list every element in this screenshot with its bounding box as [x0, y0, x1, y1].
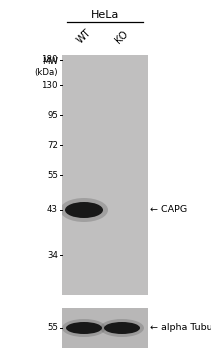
Text: HeLa: HeLa: [91, 10, 119, 20]
Text: 180: 180: [42, 56, 58, 64]
Ellipse shape: [60, 198, 108, 222]
Text: 95: 95: [47, 110, 58, 120]
Text: ← alpha Tubulin: ← alpha Tubulin: [150, 324, 211, 332]
Text: 34: 34: [47, 251, 58, 259]
Text: KO: KO: [114, 28, 130, 45]
Text: 130: 130: [42, 80, 58, 90]
Text: 55: 55: [47, 171, 58, 179]
Text: 43: 43: [47, 206, 58, 215]
Ellipse shape: [104, 322, 140, 334]
Text: 72: 72: [47, 141, 58, 149]
Text: 55: 55: [47, 324, 58, 332]
Text: MW
(kDa): MW (kDa): [35, 57, 58, 77]
Ellipse shape: [100, 319, 144, 337]
Ellipse shape: [65, 202, 103, 218]
Text: ← CAPG: ← CAPG: [150, 206, 187, 215]
Ellipse shape: [66, 322, 102, 334]
Ellipse shape: [62, 319, 106, 337]
Text: WT: WT: [75, 27, 93, 45]
